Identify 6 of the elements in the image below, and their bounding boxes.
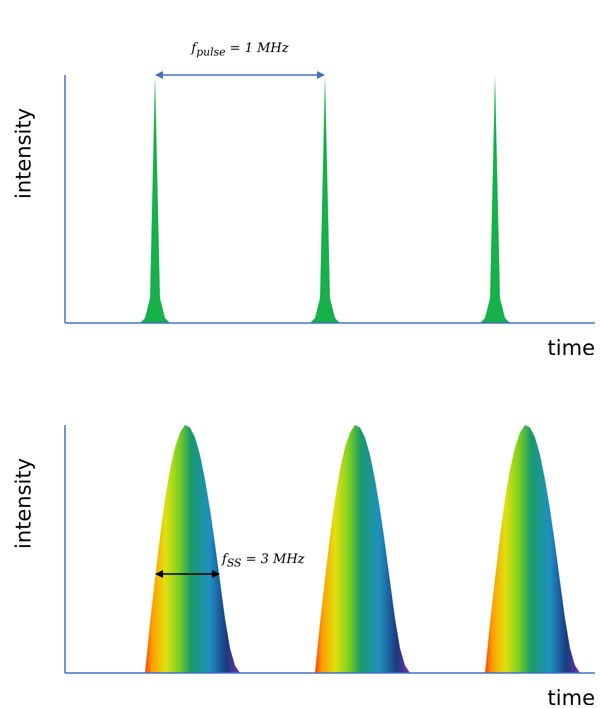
x-axis-title: time (548, 686, 595, 708)
annotation: f$_{SS}$ = 3 MHz (222, 552, 306, 570)
y-axis-title: intensity (11, 458, 36, 549)
text: f$_{pulse}$ = 1 MHz (190, 41, 290, 59)
x-axis-title: time (548, 336, 595, 360)
y-axis-title: intensity (11, 108, 36, 199)
